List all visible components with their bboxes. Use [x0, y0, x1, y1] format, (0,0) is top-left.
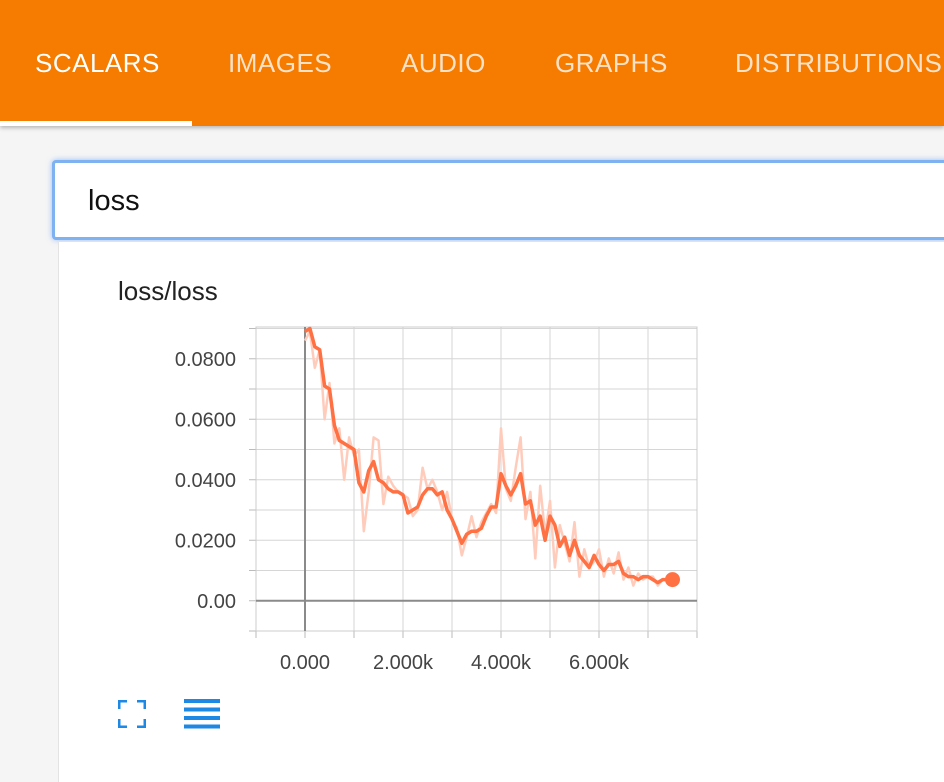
x-tick-label: 6.000k	[569, 652, 630, 674]
chart-grid	[249, 326, 698, 638]
chart-title: loss/loss	[118, 276, 218, 306]
y-tick-label: 0.0400	[175, 470, 236, 492]
list-icon[interactable]	[183, 698, 221, 730]
raw-loss-line	[303, 330, 673, 587]
tag-filter-input[interactable]	[88, 181, 888, 221]
loss-chart: 0.00 0.0200 0.0400 0.0600 0.0800 0.000 2.000k 4…	[175, 326, 698, 674]
tab-images[interactable]: IMAGES	[228, 48, 333, 78]
fullscreen-icon[interactable]	[117, 699, 147, 729]
fullscreen-icon-glyph	[117, 699, 147, 729]
y-tick-label: 0.0200	[175, 530, 236, 552]
chart-tick-labels: 0.00 0.0200 0.0400 0.0600 0.0800 0.000 2.000k 4…	[175, 349, 630, 674]
active-tab-indicator	[0, 121, 192, 126]
last-point-marker	[665, 572, 680, 588]
tab-audio[interactable]: AUDIO	[401, 48, 486, 78]
x-tick-label: 0.000	[280, 652, 330, 674]
top-nav-bar: SCALARS IMAGES AUDIO GRAPHS DISTRIBUTION…	[0, 0, 944, 126]
x-tick-label: 2.000k	[373, 652, 434, 674]
tab-scalars[interactable]: SCALARS	[35, 48, 160, 78]
smoothed-series-layer	[304, 326, 680, 588]
y-tick-label: 0.0800	[175, 349, 236, 371]
tab-graphs[interactable]: GRAPHS	[555, 48, 668, 78]
tag-filter-box	[52, 160, 944, 240]
y-tick-label: 0.00	[197, 591, 236, 613]
plot-frame	[255, 326, 698, 632]
chart-axes	[256, 327, 697, 631]
smoothed-loss-line	[304, 326, 673, 585]
raw-series-layer	[303, 330, 673, 587]
x-tick-label: 4.000k	[471, 652, 532, 674]
y-tick-label: 0.0600	[175, 409, 236, 431]
tab-distributions[interactable]: DISTRIBUTIONS	[735, 48, 943, 78]
list-icon-glyph	[184, 699, 220, 729]
